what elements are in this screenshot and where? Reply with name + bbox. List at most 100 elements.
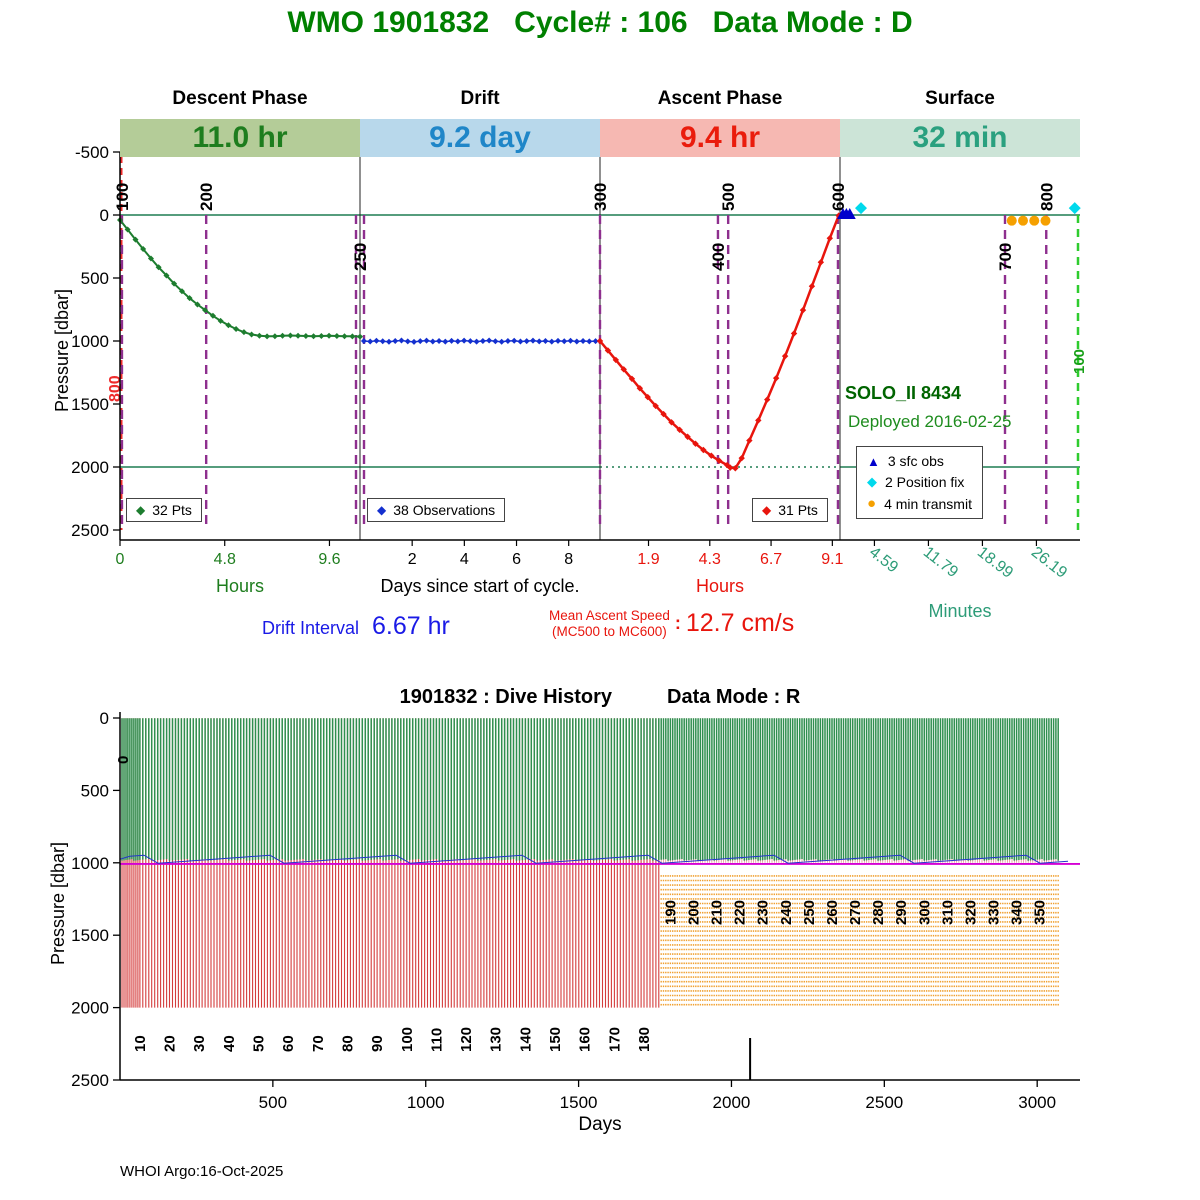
svg-text:40: 40 [221,1035,238,1052]
svg-text:140: 140 [517,1027,534,1052]
phase-title-drift: Drift [460,88,500,109]
ascent-speed-value: 12.7 cm/s [685,609,795,638]
page-title: WMO 1901832 Cycle# : 106 Data Mode : D [287,6,913,39]
svg-text:1.9: 1.9 [637,551,659,568]
drift-interval-label: Drift Interval [262,618,360,638]
svg-text:2500: 2500 [865,1093,903,1112]
svg-text:4.59: 4.59 [866,544,901,577]
dive-history-chart: 10 20 30 40 50 60 70 80 90 100 110 120 130 140 150 160 1… [71,709,1080,1112]
svg-text:1500: 1500 [71,395,109,414]
svg-text:100: 100 [1071,349,1088,374]
drift-series [360,337,599,345]
svg-text:100: 100 [399,1027,416,1052]
svg-text:500: 500 [81,781,109,800]
svg-text:3000: 3000 [1018,1093,1056,1112]
ascent-speed-sublabel: (MC500 to MC600) [552,623,667,639]
svg-text:400: 400 [709,243,728,271]
svg-text:150: 150 [547,1027,564,1052]
dive-history-data-mode: Data Mode : R [667,686,801,708]
svg-text:2000: 2000 [71,458,109,477]
legend-position-fix-label: 2 Position fix [885,474,965,490]
svg-text:30: 30 [191,1035,208,1052]
svg-text:190: 190 [662,900,679,925]
svg-text:260: 260 [824,900,841,925]
axis-caption-days: Days since start of cycle. [380,576,580,596]
svg-text:11.79: 11.79 [920,544,961,581]
svg-text:200: 200 [685,900,702,925]
legend-surface: ▲ 3 sfc obs ◆ 2 Position fix ● 4 min tra… [856,446,983,519]
svg-text:500: 500 [719,183,738,211]
svg-text:1000: 1000 [407,1093,445,1112]
deployed-date-label: Deployed 2016-02-25 [848,412,1012,431]
svg-text:280: 280 [870,900,887,925]
svg-text:180: 180 [636,1027,653,1052]
svg-text:100: 100 [113,183,132,211]
mc-lines: 100 200 250 300 400 500 600 700 800 800 100 [107,183,1088,530]
svg-text:18.99: 18.99 [974,544,1016,582]
legend-sfc-obs-label: 3 sfc obs [887,453,944,469]
svg-text:2000: 2000 [713,1093,751,1112]
circle-marker-icon: ● [867,495,877,512]
mean-ascent-speed: Mean Ascent Speed (MC500 to MC600) : 12.… [549,608,794,639]
svg-text:20: 20 [162,1035,179,1052]
svg-text:50: 50 [250,1035,267,1052]
drift-interval-value: 6.67 hr [372,612,450,640]
svg-text:220: 220 [732,900,749,925]
ascent-speed-label: Mean Ascent Speed [549,608,670,623]
svg-text:320: 320 [962,900,979,925]
diamond-marker-icon: ◆ [136,503,146,517]
svg-text:340: 340 [1009,900,1026,925]
svg-text:300: 300 [591,183,610,211]
phase-duration-surface: 32 min [840,119,1080,157]
svg-text:330: 330 [986,900,1003,925]
svg-text:1500: 1500 [71,926,109,945]
legend-drift: ◆ 38 Observations [367,498,506,522]
dive-history-title: 1901832 : Dive History [399,686,612,708]
legend-descent-label: 32 Pts [152,502,192,518]
svg-text:160: 160 [577,1027,594,1052]
drift-interval: Drift Interval 6.67 hr [262,612,450,641]
svg-text:2500: 2500 [71,521,109,540]
svg-text:170: 170 [606,1027,623,1052]
svg-text:10: 10 [132,1035,149,1052]
svg-text:0: 0 [115,756,132,764]
axis-caption-hours-descent: Hours [215,576,264,596]
svg-text:-500: -500 [75,143,109,162]
svg-text:230: 230 [755,900,772,925]
svg-text:350: 350 [1032,900,1049,925]
svg-text:270: 270 [847,900,864,925]
svg-text:200: 200 [197,183,216,211]
svg-text:0: 0 [100,709,109,728]
svg-text:80: 80 [339,1035,356,1052]
svg-text:1000: 1000 [71,332,109,351]
top-y-axis-label: Pressure [dbar] [52,288,72,412]
svg-text:8: 8 [564,551,573,568]
svg-text:500: 500 [259,1093,287,1112]
svg-text:500: 500 [81,269,109,288]
cycle-profile-chart: 100 200 250 300 400 500 600 700 800 800 100 -500 0 50… [71,143,1088,582]
dive-profile-lines [119,718,1080,1008]
float-model-label: SOLO_II 8434 [845,383,962,403]
diamond-marker-icon: ◆ [377,503,387,517]
credit-line: WHOI Argo:16-Oct-2025 [120,1163,284,1180]
svg-text:6.7: 6.7 [760,551,782,568]
svg-text:4.8: 4.8 [214,551,236,568]
svg-text:9.1: 9.1 [821,551,843,568]
svg-text:2500: 2500 [71,1071,109,1090]
dive-axes-labels: 10 20 30 40 50 60 70 80 90 100 110 120 130 140 150 160 1… [71,709,1080,1112]
svg-text:310: 310 [939,900,956,925]
svg-text:0: 0 [100,206,109,225]
svg-text:120: 120 [458,1027,475,1052]
phase-title-ascent: Ascent Phase [657,88,783,109]
svg-text:600: 600 [829,183,848,211]
svg-text:60: 60 [280,1035,297,1052]
svg-text:4: 4 [460,551,469,568]
svg-text:90: 90 [369,1035,386,1052]
svg-text:130: 130 [488,1027,505,1052]
diamond-marker-icon: ◆ [762,503,772,517]
descent-series [117,217,363,340]
bottom-y-axis-label: Pressure [dbar] [48,841,68,965]
svg-text:300: 300 [916,900,933,925]
svg-text:700: 700 [996,243,1015,271]
